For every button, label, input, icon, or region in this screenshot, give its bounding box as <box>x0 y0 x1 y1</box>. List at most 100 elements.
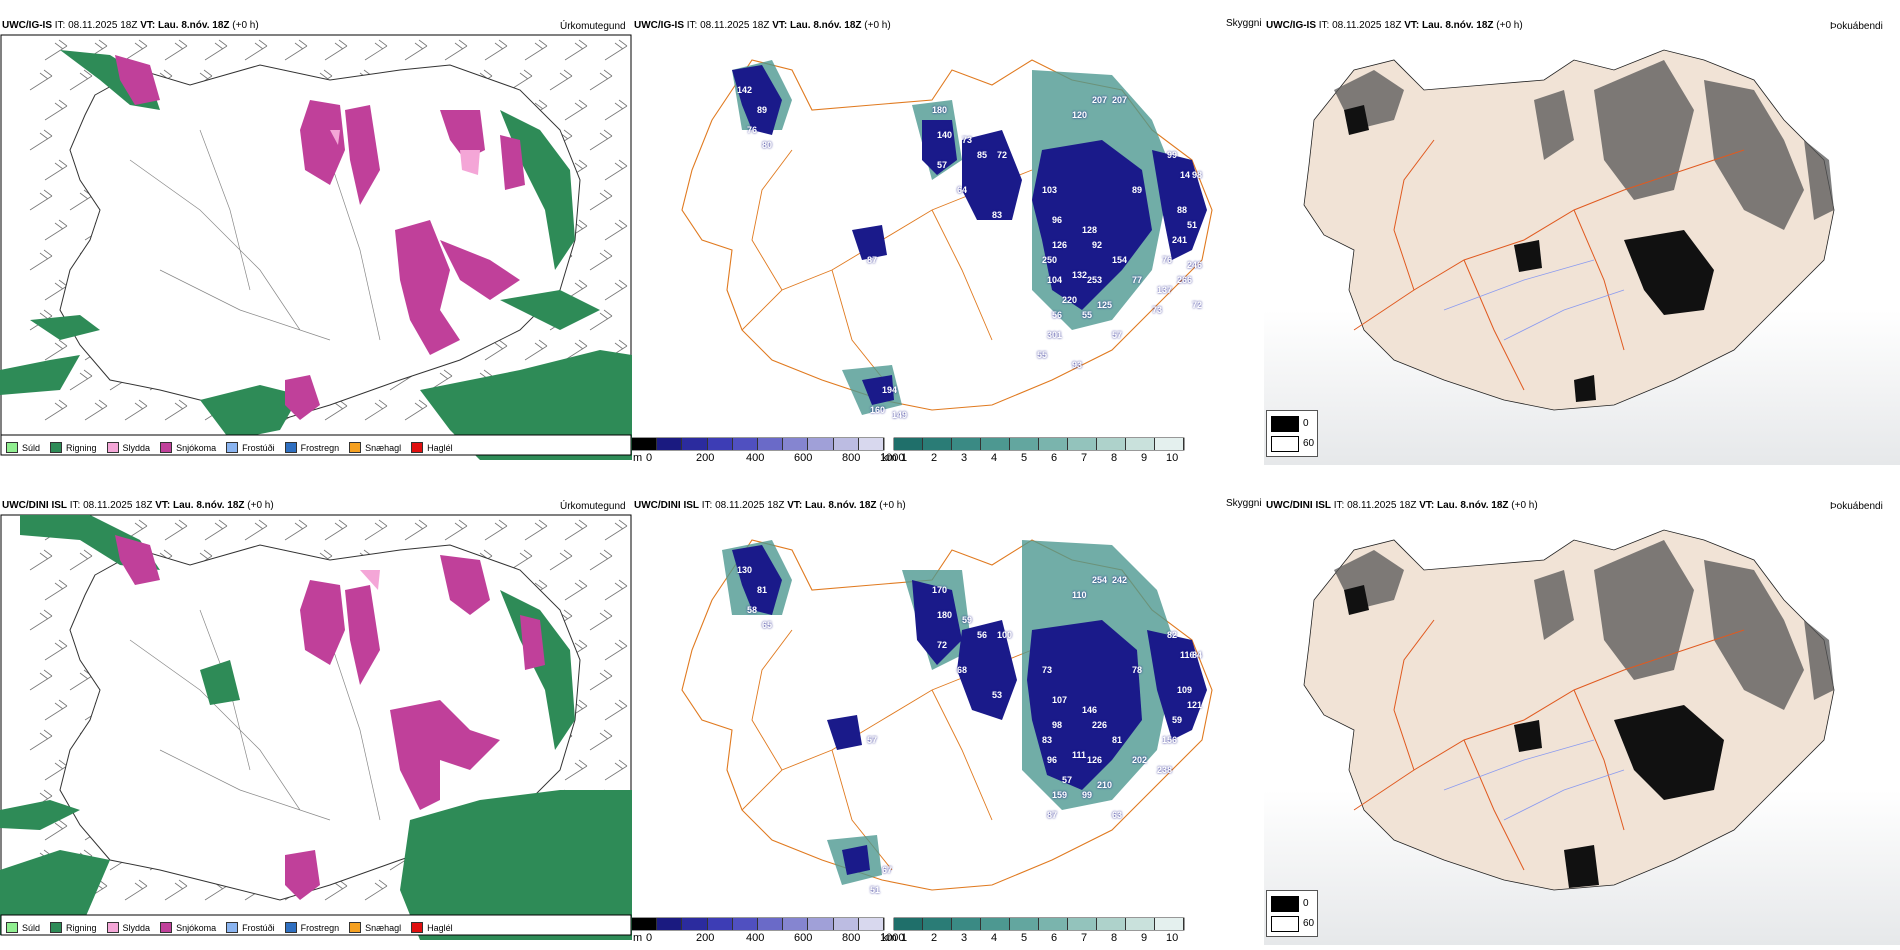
wind-barb <box>589 189 613 211</box>
cloudbase-unit: m <box>633 452 643 464</box>
wind-barb <box>564 39 588 61</box>
wind-barb <box>244 39 268 61</box>
wind-barb <box>164 39 188 61</box>
vt-label: VT: <box>140 20 156 31</box>
cloudbase-value-label: 238 <box>1157 765 1173 775</box>
cloudbase-value-label: 68 <box>957 665 968 675</box>
wind-barb <box>404 39 428 61</box>
cloudbase-value-label: 55 <box>1082 310 1093 320</box>
cloudbase-value-label: 149 <box>892 410 908 420</box>
cloudbase-value-label: 55 <box>1037 350 1048 360</box>
visibility-colorbar-bin <box>981 918 1010 930</box>
cloudbase-value-label: 57 <box>1112 330 1123 340</box>
fog-legend-label: 0 <box>1303 418 1309 429</box>
model-name: UWC/IG-IS <box>1266 20 1316 31</box>
tick-label: 6 <box>1051 932 1058 944</box>
cloudbase-value-label: 202 <box>1132 755 1148 765</box>
legend-item: Frostregn <box>284 922 339 933</box>
cloudbase-colorbar-bin <box>707 918 733 930</box>
legend-label: Snæhagl <box>365 922 402 933</box>
legend-item: Snjókoma <box>160 442 216 453</box>
panel-header: UWC/IG-IS IT: 08.11.2025 18Z VT: Lau. 8.… <box>1266 20 1523 32</box>
visibility-ticks: 1 2 3 4 5 6 7 8 9 10 <box>894 452 1194 465</box>
visibility-colorbar <box>894 918 1184 930</box>
legend-label: Rigning <box>66 442 97 453</box>
wind-barb <box>484 519 508 541</box>
wind-barb <box>29 729 53 751</box>
precip-legend: Súld Rigning Slydda Snjókoma Frostúði Fr… <box>6 442 453 453</box>
cloudbase-value-label: 110 <box>1072 590 1087 600</box>
cloudbase-colorbar-bin <box>833 438 859 450</box>
visibility-colorbar-bin <box>1068 438 1097 450</box>
wind-barb <box>164 399 188 421</box>
forecast-offset: (+0 h) <box>879 500 906 511</box>
tick-label: 1 <box>901 452 908 464</box>
wind-barb <box>44 759 68 781</box>
panel-title-precip: Úrkomutegund <box>560 21 626 32</box>
visibility-colorbar-bin <box>952 438 981 450</box>
cloudbase-colorbar-bin <box>783 918 809 930</box>
tick-label: 400 <box>746 452 765 464</box>
visibility-colorbar-bin <box>1097 918 1126 930</box>
tick-label: 7 <box>1081 932 1088 944</box>
wind-barb <box>69 549 93 571</box>
cloudbase-value-label: 207 <box>1112 95 1128 105</box>
cloudbase-value-label: 93 <box>1072 360 1083 370</box>
cloudbase-value-label: 126 <box>1087 755 1103 765</box>
cloudbase-value-label: 104 <box>1047 275 1063 285</box>
wind-barb <box>364 399 388 421</box>
model-name: UWC/IG-IS <box>2 20 52 31</box>
visibility-colorbar-bin <box>981 438 1010 450</box>
cloudbase-value-label: 78 <box>1132 665 1143 675</box>
wind-barb <box>44 39 68 61</box>
cloudbase-value-label: 81 <box>757 585 768 595</box>
precip-panel-1: UWC/IG-IS IT: 08.11.2025 18Z VT: Lau. 8.… <box>0 10 632 465</box>
legend-swatch <box>284 922 297 933</box>
tick-label: 3 <box>961 452 968 464</box>
cloudbase-value-label: 103 <box>1042 185 1058 195</box>
wind-barb <box>44 639 68 661</box>
tick-label: 0 <box>646 932 653 944</box>
tick-label: 800 <box>842 932 861 944</box>
cloudbase-value-label: 137 <box>1157 285 1173 295</box>
cloudbase-value-label: 73 <box>1042 665 1053 675</box>
valid-time: Lau. 8.nóv. 18Z <box>1437 500 1509 511</box>
cloudbase-value-label: 116 <box>1180 650 1195 660</box>
wind-barb <box>589 309 613 331</box>
cloudbase-value-label: 59 <box>962 615 973 625</box>
cloudbase-colorbar-bin <box>632 918 658 930</box>
visibility-colorbar-bin <box>1126 438 1155 450</box>
cloudbase-value-label: 266 <box>1177 275 1193 285</box>
tick-label: 9 <box>1141 452 1148 464</box>
wind-barb <box>444 39 468 61</box>
cloudbase-value-label: 82 <box>1167 630 1178 640</box>
wind-barb <box>69 369 93 391</box>
cloudbase-value-labels: 142 89 76 80 180 140 207 207 120 73 85 57 72 99 14 64 98… <box>632 10 1264 465</box>
visibility-colorbar-bin <box>952 918 981 930</box>
visibility-colorbar-bin <box>1010 918 1039 930</box>
init-time: IT: 08.11.2025 18Z <box>54 20 138 31</box>
tick-label: 10 <box>1166 932 1179 944</box>
cloudbase-value-label: 99 <box>1082 790 1093 800</box>
visibility-colorbar-bin <box>1155 438 1184 450</box>
forecast-offset: (+0 h) <box>1496 20 1523 31</box>
forecast-offset: (+0 h) <box>247 500 274 511</box>
tick-label: 600 <box>794 932 813 944</box>
tick-label: 1000 <box>880 452 905 464</box>
cloudbase-colorbar-bin <box>858 918 885 930</box>
wind-barb <box>29 249 53 271</box>
cloudbase-value-label: 98 <box>1052 720 1063 730</box>
wind-barb <box>564 519 588 541</box>
legend-item: Snjókoma <box>160 922 216 933</box>
legend-label: Haglél <box>427 442 453 453</box>
fog-legend-label: 60 <box>1303 438 1315 449</box>
wind-barb <box>604 519 628 541</box>
cloudbase-unit: m <box>633 932 643 944</box>
wind-barb <box>604 99 628 121</box>
cloudbase-value-label: 89 <box>757 105 768 115</box>
cloudbase-value-label: 210 <box>1097 780 1113 790</box>
legend-item: Haglél <box>411 922 453 933</box>
cloudbase-value-label: 57 <box>867 735 878 745</box>
legend-label: Súld <box>22 922 41 933</box>
cloudbase-value-label: 72 <box>937 640 948 650</box>
